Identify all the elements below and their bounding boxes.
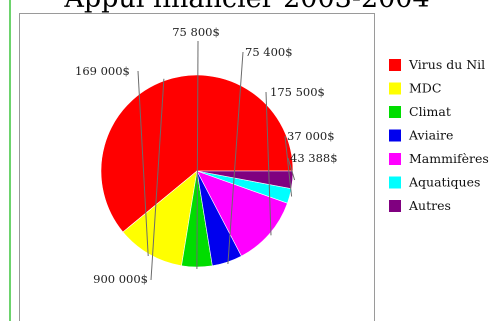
value-label-aviaire: 75 400$ <box>245 45 293 59</box>
legend-swatch-climat <box>389 106 401 118</box>
value-label-autres: 43 388$ <box>290 151 338 165</box>
pie-slice-mdc <box>122 170 198 267</box>
legend-label-virus-du-nil: Virus du Nil <box>408 57 485 72</box>
value-label-aquatiques: 37 000$ <box>287 129 335 143</box>
legend-swatch-autres <box>389 200 401 212</box>
leader-line-mammiferes <box>265 91 272 236</box>
value-label-mdc: 169 000$ <box>75 64 130 78</box>
legend-swatch-mdc <box>389 82 401 95</box>
chart-title: Appui financier 2003-2004 <box>0 0 494 14</box>
legend-swatch-aquatiques <box>389 176 401 189</box>
legend-label-mdc: MDC <box>409 81 441 96</box>
leader-line-aviaire <box>227 51 244 265</box>
pie-slice-mammiferes <box>196 170 288 257</box>
legend-swatch-aviaire <box>389 129 401 142</box>
leader-line-mdc <box>137 70 149 257</box>
legend-label-aquatiques: Aquatiques <box>408 175 480 190</box>
value-label-mammiferes: 175 500$ <box>270 85 325 99</box>
legend-label-autres: Autres <box>408 198 451 213</box>
value-label-climat: 75 800$ <box>172 25 220 39</box>
slide-left-rule <box>9 0 11 321</box>
value-callouts: 900 000$ 169 000$ 75 800$ 75 400$ 175 500$ 37… <box>75 25 338 286</box>
leader-line-virus-du-nil <box>150 78 165 281</box>
leader-line-climat <box>196 40 199 270</box>
leader-line-aquatiques <box>284 135 293 197</box>
legend-swatch-mammiferes <box>389 153 401 165</box>
legend-swatch-virus-du-nil <box>389 59 401 71</box>
leader-line-autres <box>287 157 296 181</box>
legend-label-climat: Climat <box>409 104 451 119</box>
legend: Virus du Nil MDC Climat Aviaire Mammifères Aq… <box>389 57 489 213</box>
legend-label-mammiferes: Mammifères <box>409 151 489 166</box>
legend-label-aviaire: Aviaire <box>408 128 453 143</box>
value-label-virus-du-nil: 900 000$ <box>93 272 148 286</box>
